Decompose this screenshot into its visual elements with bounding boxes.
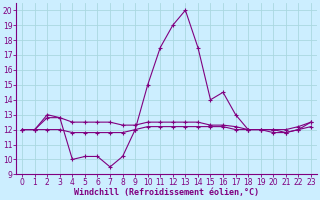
X-axis label: Windchill (Refroidissement éolien,°C): Windchill (Refroidissement éolien,°C) [74,188,259,197]
